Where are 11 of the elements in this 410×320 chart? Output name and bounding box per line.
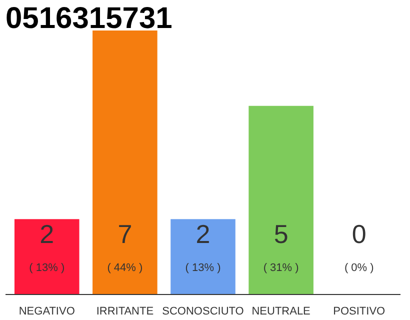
x-tick-label: POSITIVO xyxy=(333,306,386,318)
x-tick-label: NEGATIVO xyxy=(18,306,76,318)
x-tick-label: NEUTRALE xyxy=(252,306,310,318)
data-label: 2 ( 13% ) xyxy=(29,218,65,274)
data-label: 0 ( 0% ) xyxy=(344,218,374,274)
x-tick-label: SCONOSCIUTO xyxy=(162,306,244,318)
data-label: 7 ( 44% ) xyxy=(107,218,143,274)
data-label: 5 ( 31% ) xyxy=(263,218,299,274)
data-label: 2 ( 13% ) xyxy=(185,218,221,274)
x-tick-label: IRRITANTE xyxy=(96,306,154,318)
chart-title: 0516315731 xyxy=(6,2,172,35)
